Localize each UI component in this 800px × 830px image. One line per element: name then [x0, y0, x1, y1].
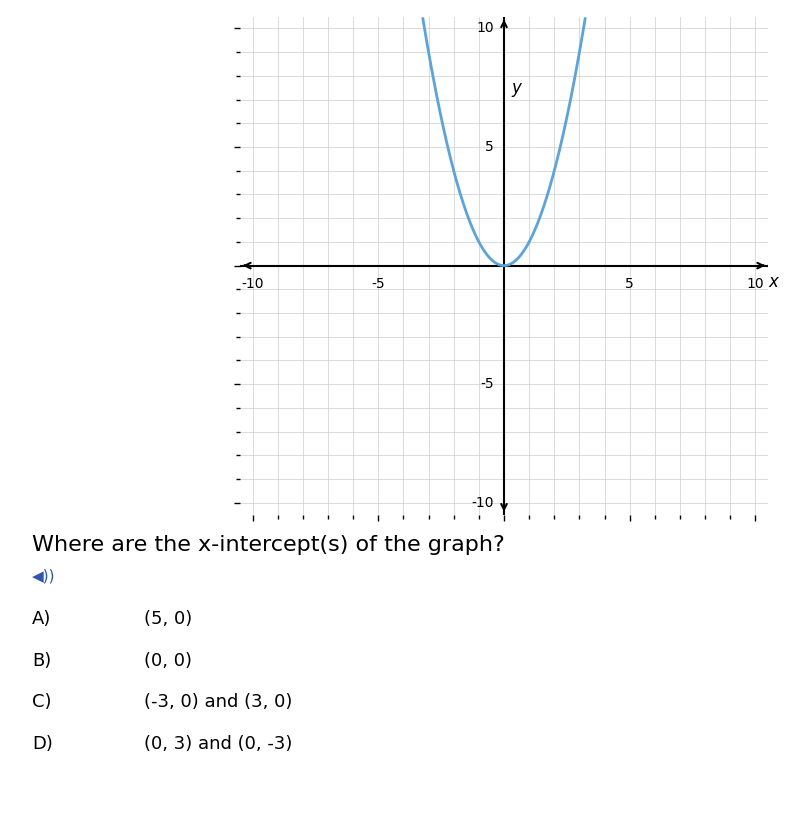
Text: (0, 0): (0, 0) [144, 652, 192, 670]
Text: -10: -10 [471, 496, 494, 510]
Text: (0, 3) and (0, -3): (0, 3) and (0, -3) [144, 735, 292, 753]
Text: Where are the x-intercept(s) of the graph?: Where are the x-intercept(s) of the grap… [32, 535, 505, 555]
Text: -5: -5 [480, 377, 494, 391]
Text: -5: -5 [371, 277, 385, 291]
Text: B): B) [32, 652, 51, 670]
Text: (-3, 0) and (3, 0): (-3, 0) and (3, 0) [144, 693, 292, 711]
Text: y: y [512, 79, 522, 97]
Text: ◀)): ◀)) [32, 569, 55, 583]
Text: x: x [768, 273, 778, 291]
Text: -10: -10 [242, 277, 264, 291]
Text: (5, 0): (5, 0) [144, 610, 192, 628]
Text: D): D) [32, 735, 53, 753]
Text: C): C) [32, 693, 51, 711]
Text: 10: 10 [746, 277, 764, 291]
Text: 10: 10 [476, 22, 494, 36]
Text: 5: 5 [485, 140, 494, 154]
Text: 5: 5 [626, 277, 634, 291]
Text: A): A) [32, 610, 51, 628]
